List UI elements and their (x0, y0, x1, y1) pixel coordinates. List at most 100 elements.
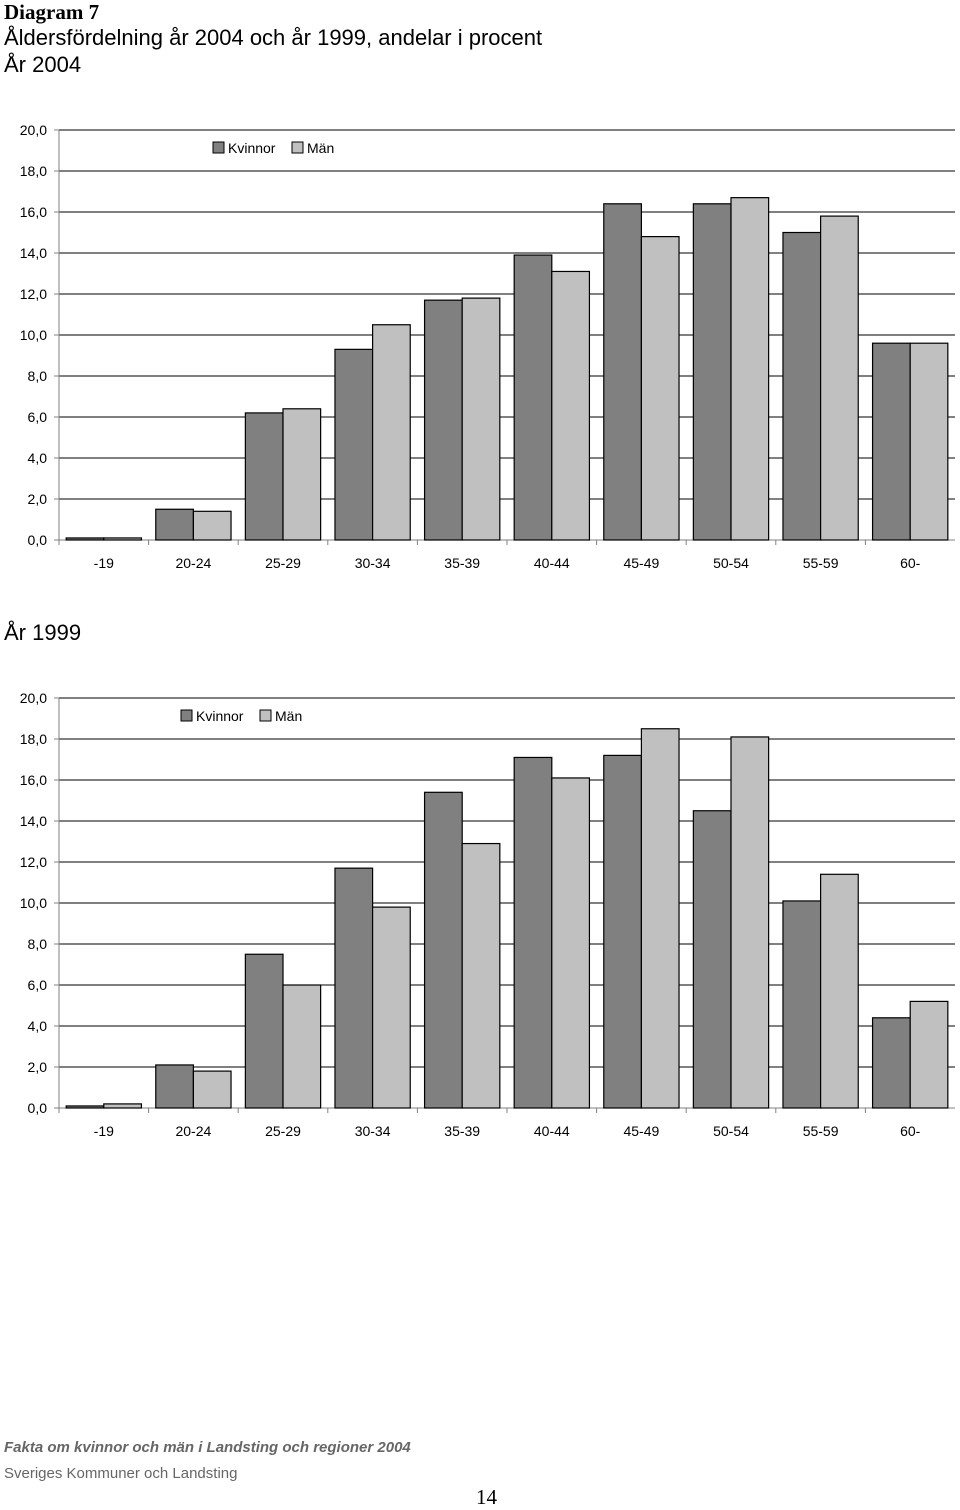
x-tick-label: 30-34 (355, 1123, 391, 1139)
bar-man-60- (909, 342, 949, 541)
bar-man-35-39 (461, 842, 501, 1109)
x-tick-label: 50-54 (713, 555, 749, 571)
bar-kvinnor-60- (871, 1017, 911, 1109)
y-tick-label: 4,0 (28, 450, 48, 466)
legend-label-kvinnor: Kvinnor (228, 140, 276, 156)
bar-man-50-54 (730, 197, 770, 541)
bar-kvinnor-40-44 (513, 756, 553, 1109)
diagram-label: Diagram 7 (4, 0, 100, 24)
x-tick-label: 25-29 (265, 555, 301, 571)
y-tick-label: 16,0 (20, 772, 47, 788)
legend-label-man: Män (275, 708, 302, 724)
y-tick-label: 8,0 (28, 368, 48, 384)
bar-kvinnor-40-44 (513, 254, 553, 541)
bar-man-55-59 (819, 873, 859, 1109)
bar-kvinnor-20-24 (155, 1064, 195, 1109)
x-tick-label: 50-54 (713, 1123, 749, 1139)
y-tick-label: 10,0 (20, 327, 47, 343)
chart-1999: 0,0 2,0 4,0 6,0 8,0 10,0 12,0 14,0 16,0 18,0 20,0 -… (20, 690, 955, 1139)
y-tick-label: 10,0 (20, 895, 47, 911)
bar-kvinnor-20-24 (155, 508, 195, 541)
legend: Kvinnor Män (212, 140, 334, 156)
footer-organization: Sveriges Kommuner och Landsting (4, 1465, 238, 1482)
y-tick-label: 2,0 (28, 1059, 48, 1075)
chart-2004-heading: År 2004 (4, 52, 82, 77)
chart-2004: 0,0 2,0 4,0 6,0 8,0 10,0 12,0 14,0 16,0 18,0 20,0 -… (20, 122, 955, 571)
bar-kvinnor-25-29 (244, 412, 284, 541)
x-tick-label: 30-34 (355, 555, 391, 571)
x-tick-label: 55-59 (803, 1123, 839, 1139)
legend-swatch-man (259, 709, 272, 722)
bar-kvinnor-55-59 (782, 231, 822, 541)
bar-kvinnor-60- (871, 342, 911, 541)
y-tick-label: 20,0 (20, 690, 47, 706)
bar-man-30-34 (372, 906, 411, 1109)
y-tick-label: 16,0 (20, 204, 47, 220)
y-tick-label: 2,0 (28, 491, 48, 507)
bar-man-50-54 (730, 736, 770, 1109)
bar-kvinnor-55-59 (782, 900, 822, 1109)
bar-man--19 (103, 1103, 143, 1109)
x-tick-label: 40-44 (534, 555, 570, 571)
y-tick-label: 4,0 (28, 1018, 48, 1034)
x-tick-label: 60- (900, 555, 921, 571)
y-tick-label: 0,0 (28, 532, 48, 548)
x-tick-label: -19 (94, 1123, 114, 1139)
x-tick-label: 40-44 (534, 1123, 570, 1139)
bar-man-20-24 (192, 510, 232, 541)
y-tick-label: 14,0 (20, 245, 47, 261)
bar-man-35-39 (461, 297, 501, 541)
chart-1999-heading: År 1999 (4, 620, 82, 645)
bar-kvinnor-45-49 (603, 203, 643, 541)
x-tick-label: 45-49 (623, 1123, 659, 1139)
bar-man-45-49 (640, 235, 680, 541)
x-tick-label: 20-24 (175, 555, 211, 571)
bar-kvinnor--19 (65, 1105, 105, 1109)
bar-kvinnor-30-34 (334, 348, 374, 541)
bar-man--19 (103, 537, 143, 541)
page-number: 14 (476, 1485, 497, 1509)
legend-label-man: Män (307, 140, 334, 156)
y-tick-label: 12,0 (20, 286, 47, 302)
bar-kvinnor-50-54 (692, 810, 732, 1109)
x-tick-label: -19 (94, 555, 114, 571)
x-tick-label: 60- (900, 1123, 921, 1139)
bar-man-30-34 (372, 324, 411, 541)
footer-publication: Fakta om kvinnor och män i Landsting och… (4, 1439, 411, 1456)
y-tick-label: 6,0 (28, 977, 48, 993)
x-tick-label: 25-29 (265, 1123, 301, 1139)
bar-kvinnor-30-34 (334, 867, 374, 1109)
bar-kvinnor-35-39 (423, 299, 463, 541)
bar-kvinnor-45-49 (603, 754, 643, 1109)
x-tick-label: 35-39 (444, 555, 480, 571)
bar-kvinnor-35-39 (423, 791, 463, 1109)
x-tick-label: 55-59 (803, 555, 839, 571)
y-tick-label: 8,0 (28, 936, 48, 952)
bar-man-25-29 (282, 408, 322, 541)
y-tick-label: 18,0 (20, 731, 47, 747)
y-tick-label: 14,0 (20, 813, 47, 829)
bar-kvinnor-50-54 (692, 203, 732, 541)
x-tick-label: 20-24 (175, 1123, 211, 1139)
bar-man-40-44 (551, 270, 591, 541)
y-tick-label: 6,0 (28, 409, 48, 425)
y-tick-label: 18,0 (20, 163, 47, 179)
y-tick-label: 0,0 (28, 1100, 48, 1116)
bar-man-60- (909, 1000, 949, 1109)
diagram-title: Åldersfördelning år 2004 och år 1999, an… (4, 25, 543, 50)
bar-man-20-24 (192, 1070, 232, 1109)
bar-man-40-44 (551, 777, 591, 1109)
legend-swatch-kvinnor (212, 141, 225, 154)
y-tick-label: 20,0 (20, 122, 47, 138)
bar-kvinnor--19 (65, 537, 105, 541)
bar-man-25-29 (282, 984, 322, 1109)
legend: Kvinnor Män (180, 708, 302, 724)
x-tick-label: 35-39 (444, 1123, 480, 1139)
y-tick-label: 12,0 (20, 854, 47, 870)
bar-kvinnor-25-29 (244, 953, 284, 1109)
x-tick-label: 45-49 (623, 555, 659, 571)
legend-swatch-kvinnor (180, 709, 193, 722)
legend-swatch-man (291, 141, 304, 154)
bar-man-45-49 (640, 728, 680, 1109)
legend-label-kvinnor: Kvinnor (196, 708, 244, 724)
